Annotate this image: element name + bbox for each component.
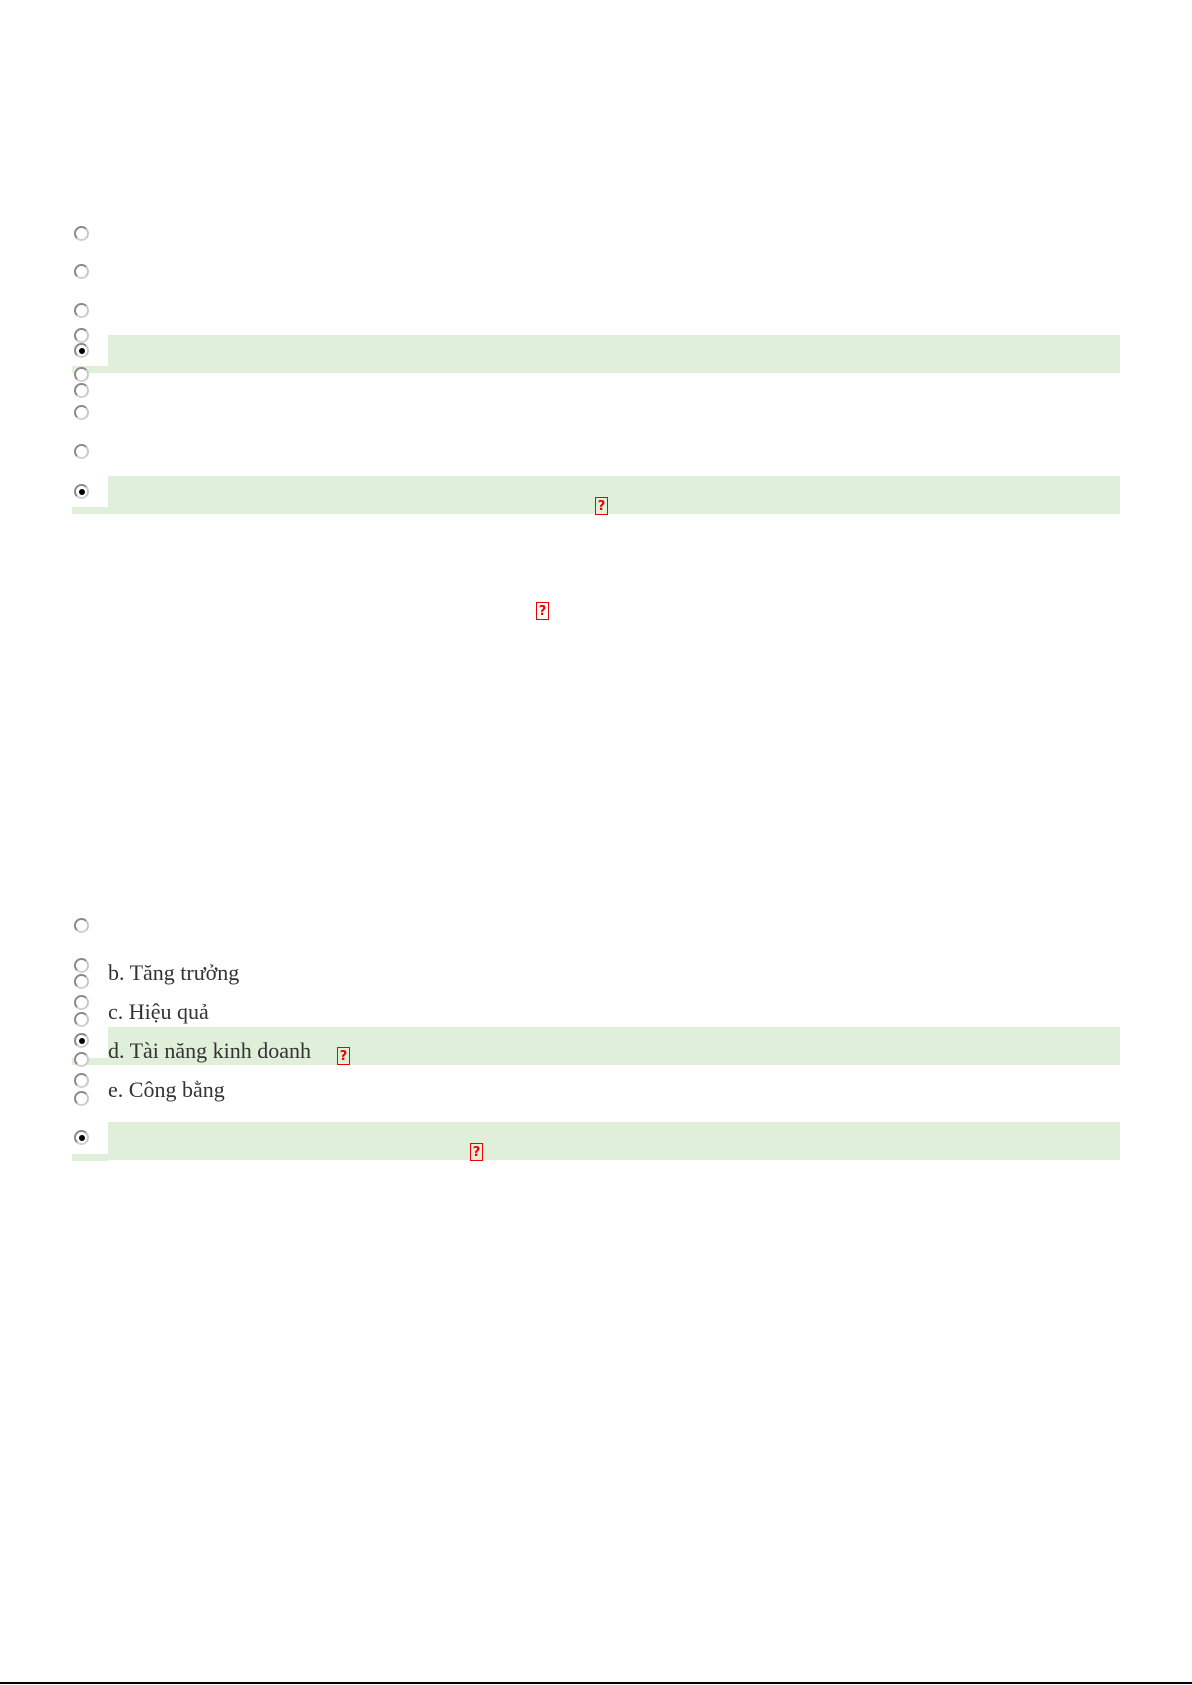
page-bottom-rule [0,1682,1192,1684]
radio-option[interactable] [74,918,89,933]
radio-option[interactable] [74,226,89,241]
radio-option[interactable] [74,958,89,973]
option-label: c. Hiệu quả [108,999,209,1024]
answer-highlight [72,507,108,514]
answer-highlight [72,366,108,373]
missing-glyph-icon: ? [536,602,549,620]
radio-option[interactable] [74,444,89,459]
option-label: b. Tăng trưởng [108,960,240,985]
radio-option[interactable] [74,383,89,398]
answer-highlight [72,1058,108,1065]
radio-option-selected[interactable] [74,1130,89,1145]
radio-option[interactable] [74,1012,89,1027]
radio-option[interactable] [74,264,89,279]
missing-glyph-icon: ? [595,497,608,515]
radio-option[interactable] [74,303,89,318]
missing-glyph-icon: ? [337,1047,350,1065]
radio-option[interactable] [74,405,89,420]
radio-option-selected[interactable] [74,343,89,358]
option-label: e. Công bằng [108,1077,225,1102]
radio-option[interactable] [74,328,89,343]
radio-option[interactable] [74,367,89,382]
radio-option[interactable] [74,974,89,989]
radio-option[interactable] [74,1073,89,1088]
answer-highlight [108,476,1120,514]
answer-highlight [108,1027,1120,1065]
answer-highlight [72,1154,108,1161]
answer-highlight [108,1122,1120,1160]
missing-glyph-icon: ? [470,1143,483,1161]
radio-option[interactable] [74,1091,89,1106]
radio-option[interactable] [74,1052,89,1067]
radio-option-selected[interactable] [74,1033,89,1048]
option-label: d. Tài năng kinh doanh [108,1038,312,1063]
answer-highlight [108,335,1120,373]
radio-option-selected[interactable] [74,484,89,499]
radio-option[interactable] [74,995,89,1010]
